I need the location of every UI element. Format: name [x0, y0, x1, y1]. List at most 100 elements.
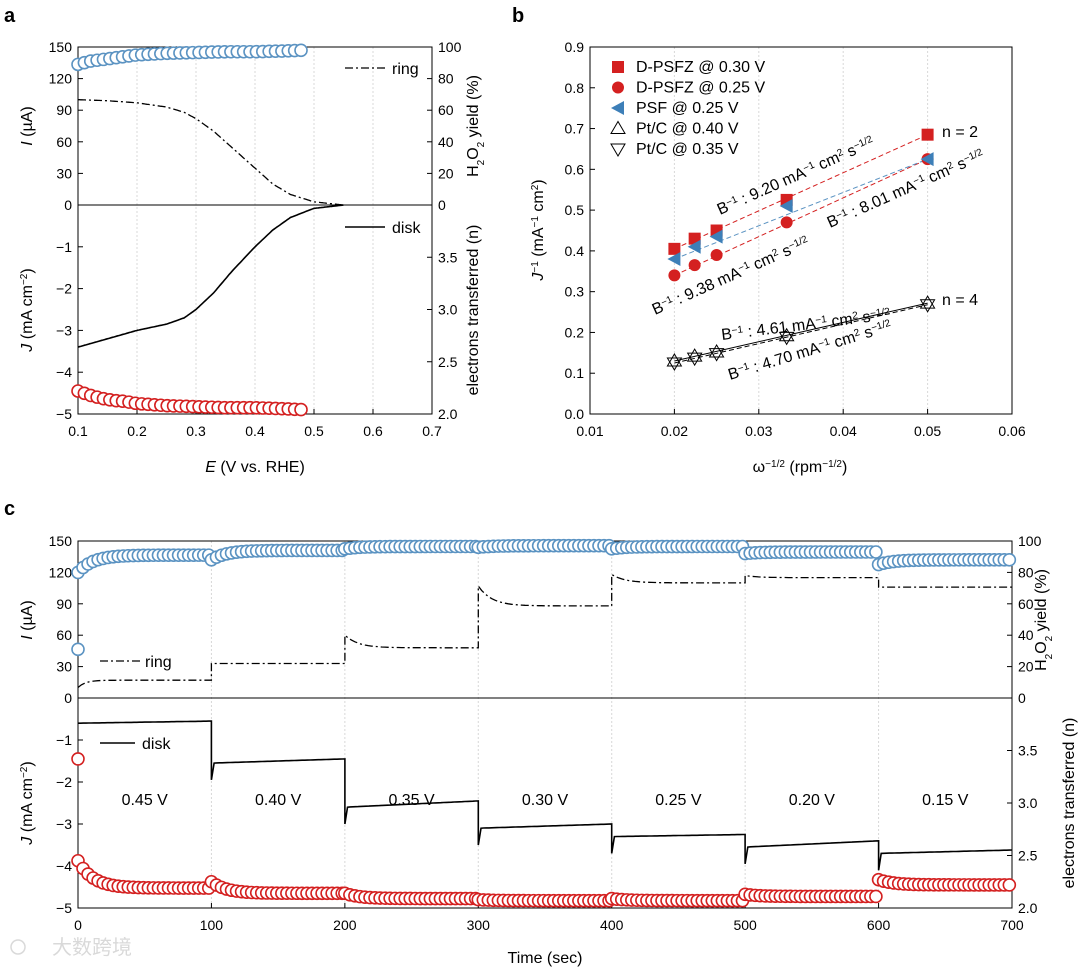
- b-ylabel-part: 2: [530, 184, 541, 190]
- c-xtick-label: 0: [74, 917, 82, 933]
- a-xlabel: E (V vs. RHE): [205, 459, 305, 476]
- b-annot-b4: B−1 : 4.61 mA−1 cm2 s−1/2: [720, 306, 891, 344]
- c-top-ytick-label-left: 0: [64, 690, 72, 706]
- b-annot-b1-part: −1: [801, 159, 816, 174]
- c-potential-label: 0.35 V: [388, 792, 435, 809]
- c-top-ytick-label-left: 30: [56, 659, 72, 675]
- c-potential-label: 0.15 V: [922, 792, 969, 809]
- b-legend-marker: [612, 61, 624, 73]
- b-ytick-label: 0.4: [565, 243, 585, 259]
- b-annot-b4-part: 2: [852, 310, 859, 322]
- b-annot-b2-part: −1: [834, 207, 849, 222]
- b-annot-b3-part: −1: [659, 294, 674, 309]
- c-bottom-ytick-label-left: −1: [56, 732, 72, 748]
- b-point-triangle-down: [778, 331, 795, 346]
- a-xtick-label: 0.1: [68, 423, 88, 439]
- a-xtick-label: 0.2: [127, 423, 147, 439]
- b-annot-b5-part: 4.70: [760, 348, 795, 373]
- c-xtick-label: 100: [200, 917, 224, 933]
- c-top-ytick-label-left: 90: [56, 596, 72, 612]
- c-bottom-ytick-label-right: 2.0: [1018, 900, 1038, 916]
- c-xtick-label: 400: [600, 917, 624, 933]
- a-yield-point: [294, 43, 308, 58]
- c-potential-label: 0.25 V: [655, 792, 702, 809]
- b-point-triangle-up: [778, 327, 795, 342]
- b-ylabel-part: −1: [530, 261, 541, 273]
- c-ring-line: [77, 573, 1012, 689]
- c-xtick-label: 500: [733, 917, 757, 933]
- b-ytick-label: 0.0: [565, 406, 585, 422]
- b-xlabel-part: −1/2: [822, 459, 842, 470]
- b-point-triangle-left: [687, 239, 701, 254]
- a-top-ylabel-left-part: I: [19, 141, 36, 146]
- c-bottom-ylabel-left-part: ): [19, 761, 36, 766]
- b-point-circle: [780, 216, 793, 229]
- a-top-ytick-label-left: 30: [56, 165, 72, 181]
- b-ytick-label: 0.6: [565, 161, 585, 177]
- b-legend-marker: [611, 101, 624, 115]
- a-bottom-ylabel-right-part: electrons transferred (n): [465, 225, 482, 396]
- c-ring-legend-label: ring: [145, 654, 172, 671]
- b-annot-b5-part: mA: [794, 340, 822, 363]
- b-legend-marker: [610, 120, 626, 134]
- b-ytick-label: 0.9: [565, 39, 585, 55]
- panel-c-letter: c: [4, 498, 15, 520]
- b-annot-b5-part: −1: [817, 336, 832, 350]
- b-xtick-label: 0.03: [745, 423, 772, 439]
- b-annot-b4-part: s: [862, 309, 872, 327]
- a-bottom-ylabel-left-part: ): [19, 268, 36, 273]
- b-annot-b5-part: cm: [832, 329, 857, 351]
- a-disk-legend-label: disk: [392, 220, 421, 237]
- a-top-ytick-label-right: 0: [438, 197, 446, 213]
- a-bottom-ytick-label-right: 2.5: [438, 354, 458, 370]
- a-bottom-ytick-label-left: −4: [56, 364, 72, 380]
- b-xtick-label: 0.06: [998, 423, 1025, 439]
- b-annot-b4-part: cm: [830, 311, 853, 330]
- c-bottom-ylabel-right-part: electrons transferred (n): [1061, 718, 1078, 889]
- c-bottom-ytick-label-left: −4: [56, 858, 72, 874]
- a-top-ylabel-right-part: yield (%): [465, 75, 482, 142]
- b-annot-b5-part: 2: [852, 327, 861, 339]
- b-annot-b2-part: −1: [911, 172, 926, 187]
- b-xtick-label: 0.05: [914, 423, 941, 439]
- c-n-point: [1002, 878, 1017, 892]
- panel-a-chart: 0 30 60 90 120 150 0 20 40 60 80 100 −5 −4 −3 −2 −1 2.0 2.…: [19, 39, 487, 476]
- c-top-ylabel-right-part: H: [1033, 659, 1050, 671]
- b-fit-line: [674, 158, 928, 276]
- b-point-triangle-left: [779, 199, 793, 214]
- c-top-ytick-label-left: 60: [56, 627, 72, 643]
- c-yield-point: [71, 642, 85, 657]
- a-top-ytick-label-left: 60: [56, 134, 72, 150]
- b-annot-b1-part: −1: [724, 194, 739, 209]
- b-annot-b5-part: −1: [736, 361, 751, 375]
- b-legend-label: PSF @ 0.25 V: [636, 100, 739, 117]
- a-top-ytick-label-right: 60: [438, 102, 454, 118]
- b-ytick-label: 0.2: [565, 324, 585, 340]
- b-point-triangle-up: [666, 352, 683, 367]
- c-top-ytick-label-left: 150: [49, 533, 73, 549]
- c-xtick-label: 200: [333, 917, 357, 933]
- panel-b-letter: b: [512, 5, 524, 27]
- b-point-triangle-left: [709, 229, 723, 244]
- a-bottom-ytick-label-right: 2.0: [438, 406, 458, 422]
- b-legend-marker: [612, 81, 624, 94]
- b-frame: [589, 46, 1013, 415]
- b-annot-b1-part: :: [739, 191, 750, 208]
- a-ring-legend-label: ring: [392, 61, 419, 78]
- b-annot-b2-part: :: [849, 204, 860, 221]
- c-potential-label: 0.40 V: [255, 792, 302, 809]
- b-fit-line: [674, 302, 928, 362]
- a-top-ytick-label-right: 20: [438, 165, 454, 181]
- a-top-ylabel-right-part: 2: [476, 141, 487, 147]
- panel-c-chart: 0306090120150020406080100−5−4−3−2−12.02.…: [19, 533, 1079, 967]
- b-annot-n2: n = 2: [942, 124, 978, 141]
- b-annot-b4-part: mA: [791, 315, 817, 335]
- b-point-circle: [668, 269, 681, 282]
- b-xtick-label: 0.02: [661, 423, 688, 439]
- b-fit-line: [674, 304, 928, 364]
- b-legend-marker: [610, 143, 626, 157]
- a-xlabel-part: (V vs. RHE): [216, 459, 305, 476]
- a-xtick-label: 0.7: [422, 423, 442, 439]
- watermark-logo-icon: [10, 939, 26, 955]
- b-point-triangle-left: [920, 152, 934, 167]
